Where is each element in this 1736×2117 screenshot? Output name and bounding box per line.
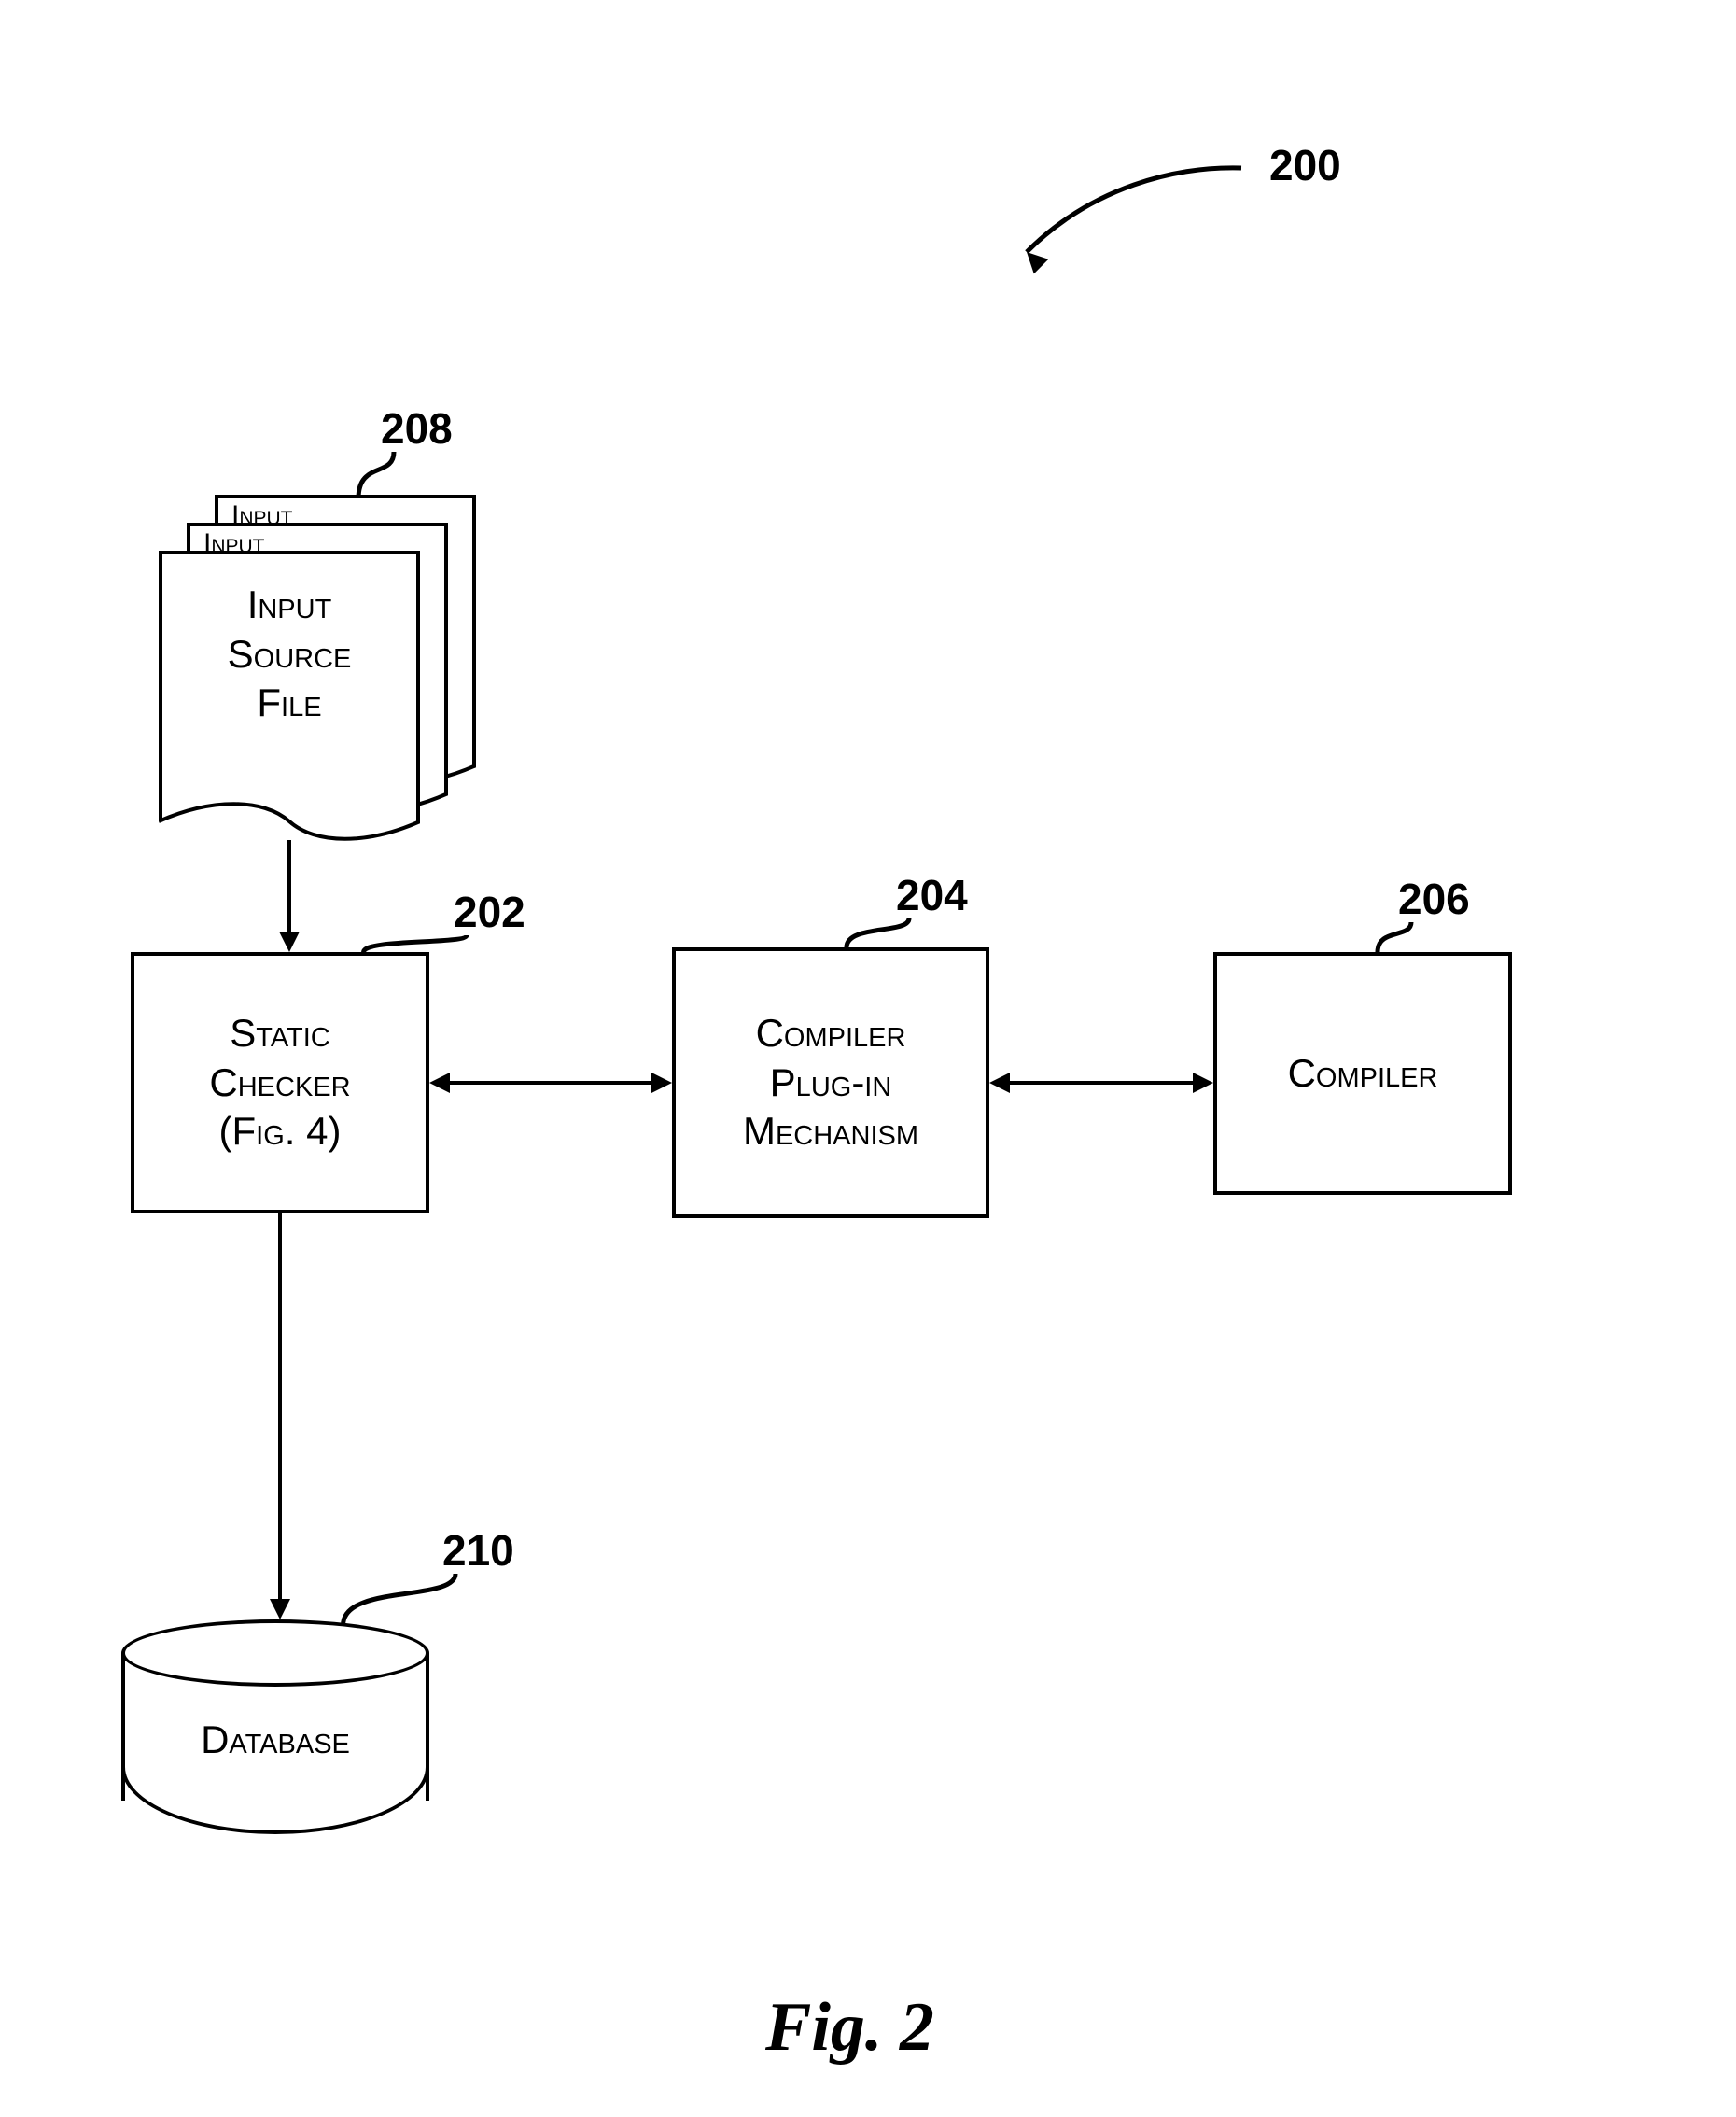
diagram-canvas: Input Input InputSourceFile StaticChecke… [0, 0, 1736, 2117]
ref-206: 206 [1398, 874, 1470, 924]
database-label: Database [121, 1717, 429, 1762]
figure-caption: Fig. 2 [765, 1988, 934, 2068]
ref-202: 202 [454, 887, 525, 937]
ref-204: 204 [896, 870, 968, 920]
static-checker-box: StaticChecker(Fig. 4) [131, 952, 429, 1213]
input-file-front-label: InputSourceFile [162, 581, 416, 728]
static-checker-label: StaticChecker(Fig. 4) [209, 1009, 350, 1157]
input-file-doc-front: InputSourceFile [159, 551, 420, 849]
compiler-plugin-mechanism-box: CompilerPlug-inMechanism [672, 947, 989, 1218]
compiler-box: Compiler [1213, 952, 1512, 1195]
compiler-plugin-mechanism-label: CompilerPlug-inMechanism [743, 1009, 918, 1157]
input-source-file-stack: Input Input InputSourceFile [159, 495, 476, 849]
ref-208: 208 [381, 403, 453, 454]
database-cylinder: Database [121, 1619, 429, 1834]
ref-210: 210 [442, 1525, 514, 1576]
compiler-label: Compiler [1288, 1049, 1438, 1099]
ref-200: 200 [1269, 140, 1341, 190]
